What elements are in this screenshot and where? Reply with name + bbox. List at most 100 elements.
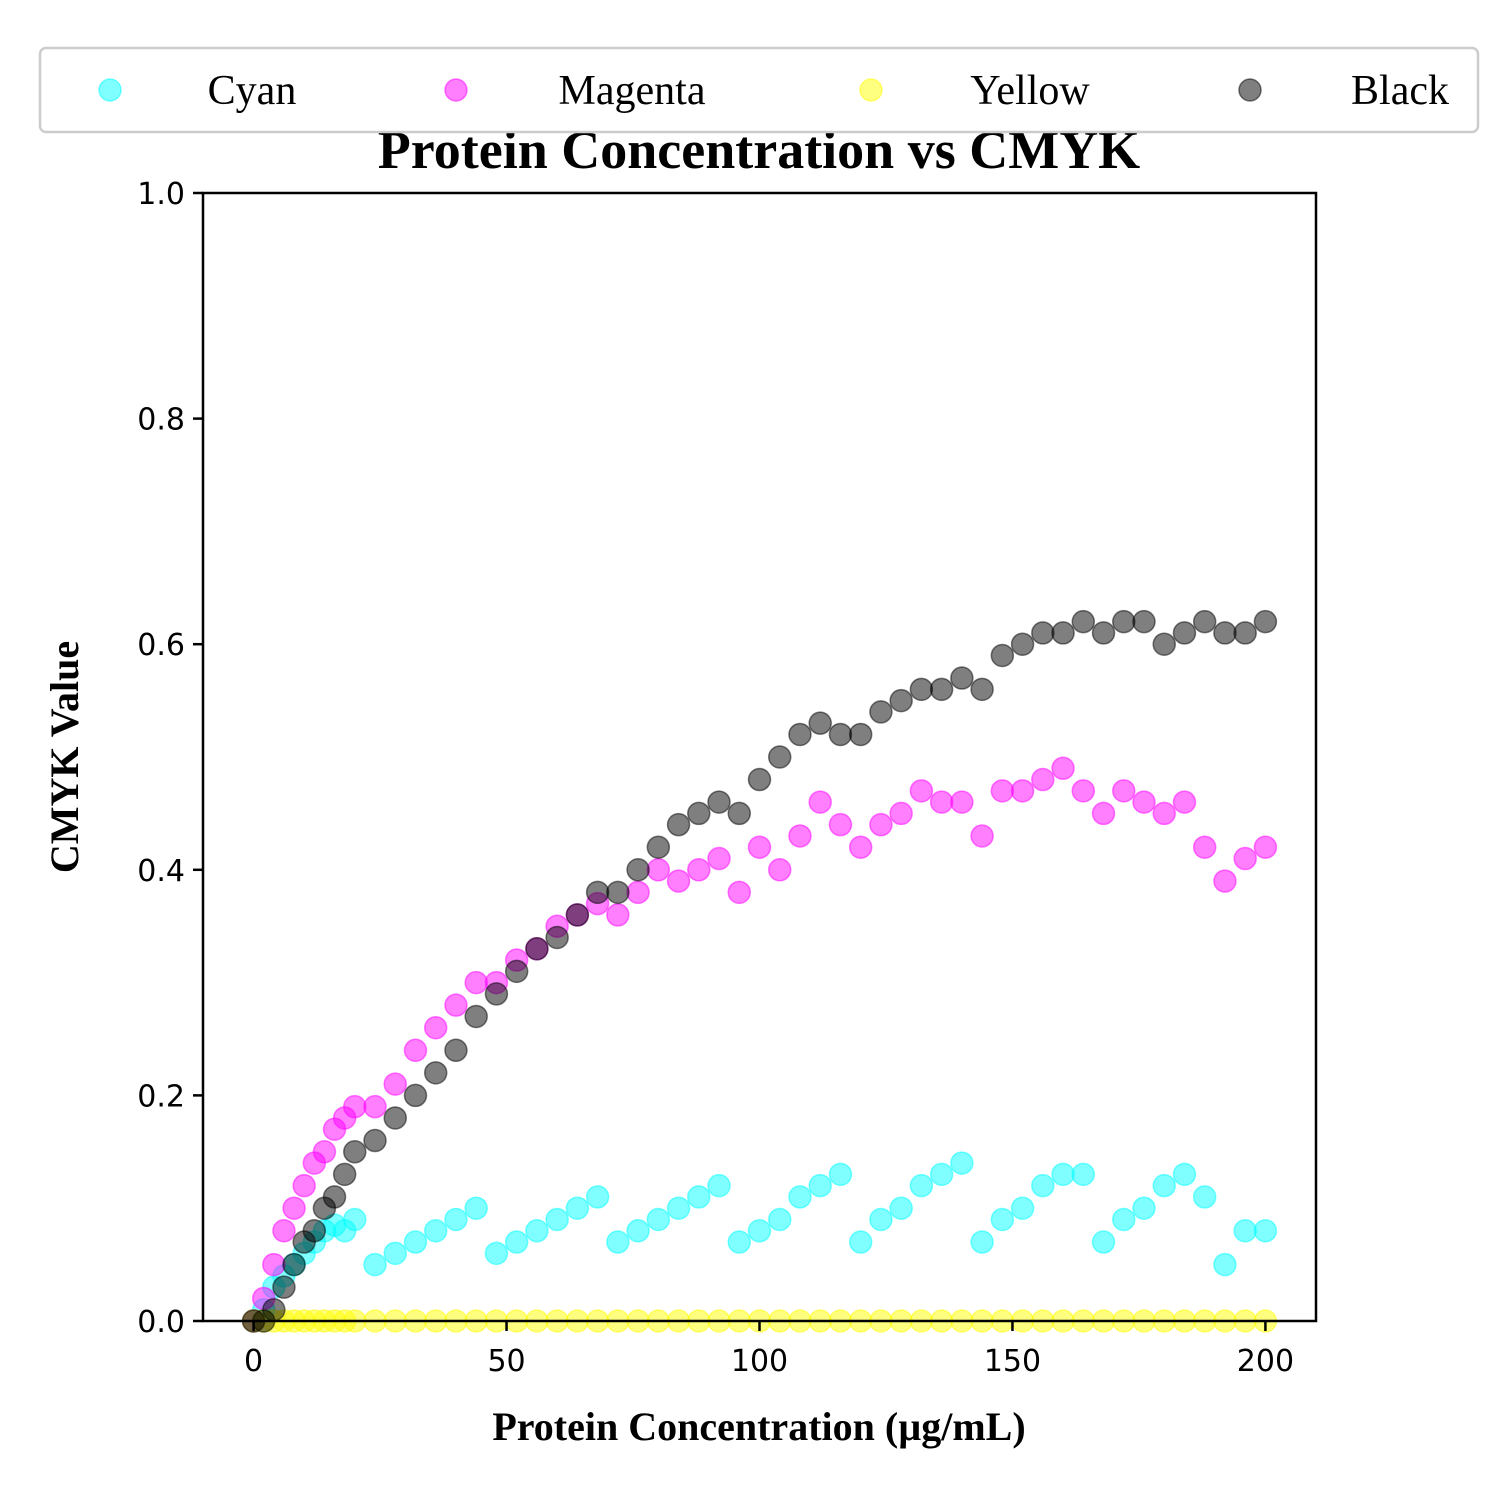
- data-point: [272, 1275, 296, 1299]
- data-point: [970, 824, 994, 848]
- data-point: [828, 722, 853, 747]
- data-point: [302, 1219, 327, 1243]
- y-axis: 0.0 0.2 0.4 0.6 0.8 1.0: [137, 177, 203, 1340]
- data-point: [909, 677, 934, 702]
- data-point: [626, 880, 650, 905]
- data-point: [1192, 609, 1217, 634]
- data-point: [687, 1185, 711, 1209]
- series-yellow: [241, 1309, 1278, 1333]
- data-point: [322, 1185, 347, 1209]
- y-tick-label: 0.2: [137, 1079, 185, 1114]
- data-point: [1031, 1173, 1055, 1198]
- data-point: [950, 1151, 974, 1175]
- data-point: [444, 993, 468, 1017]
- data-point: [950, 666, 974, 690]
- data-point: [1172, 1162, 1197, 1187]
- data-point: [646, 858, 671, 882]
- data-point: [403, 1038, 428, 1063]
- x-tick-label: 50: [487, 1344, 525, 1379]
- data-point: [788, 824, 812, 848]
- data-point: [707, 846, 731, 871]
- data-point: [1192, 835, 1217, 859]
- data-point: [1010, 779, 1035, 803]
- x-axis: 0 50 100 150 200: [244, 1321, 1294, 1379]
- data-point: [423, 1015, 448, 1040]
- data-point: [1051, 1162, 1075, 1187]
- legend-marker: [98, 78, 122, 102]
- y-tick-label: 0.4: [137, 854, 185, 889]
- data-point: [869, 812, 893, 837]
- data-point: [1132, 1196, 1156, 1220]
- data-point: [727, 801, 752, 826]
- data-point: [1051, 756, 1075, 781]
- data-point: [646, 1207, 671, 1232]
- data-point: [889, 1196, 913, 1220]
- data-point: [1233, 1219, 1257, 1243]
- data-point: [767, 1207, 792, 1232]
- data-point: [666, 869, 691, 893]
- x-axis-label: Protein Concentration (µg/mL): [492, 1404, 1025, 1449]
- data-point: [626, 1219, 650, 1243]
- data-point: [1253, 1219, 1278, 1243]
- data-point: [990, 1207, 1015, 1232]
- data-point: [1233, 621, 1257, 645]
- data-point: [423, 1061, 448, 1085]
- data-point: [363, 1252, 387, 1277]
- data-point: [1071, 609, 1096, 634]
- data-point: [272, 1219, 296, 1243]
- data-point: [788, 1185, 812, 1209]
- data-point: [383, 1072, 407, 1096]
- data-point: [808, 1173, 832, 1198]
- legend-item-black: Black: [1238, 68, 1449, 114]
- data-point: [403, 1230, 428, 1254]
- data-point: [1253, 609, 1278, 634]
- data-point: [1112, 609, 1136, 634]
- legend-marker: [444, 78, 468, 102]
- data-point: [1152, 632, 1176, 656]
- data-point: [1091, 801, 1116, 826]
- data-point: [848, 722, 873, 747]
- data-point: [585, 880, 610, 905]
- series-magenta: [241, 756, 1278, 1333]
- data-point: [545, 1207, 569, 1232]
- data-point: [970, 677, 994, 702]
- data-point: [747, 835, 772, 859]
- data-point: [1152, 1173, 1176, 1198]
- y-axis-label: CMYK Value: [42, 641, 87, 873]
- data-point: [606, 880, 630, 905]
- data-point: [282, 1196, 306, 1220]
- data-point: [444, 1207, 468, 1232]
- data-point: [262, 1297, 286, 1322]
- data-point: [808, 790, 832, 814]
- data-point: [808, 711, 832, 735]
- x-tick-label: 100: [731, 1344, 788, 1379]
- data-point: [1132, 609, 1156, 634]
- data-point: [312, 1140, 337, 1164]
- data-point: [464, 970, 488, 995]
- data-point: [828, 812, 853, 837]
- x-tick-label: 200: [1237, 1344, 1294, 1379]
- data-point: [504, 1230, 529, 1254]
- data-point: [1213, 621, 1237, 645]
- data-point: [332, 1162, 357, 1187]
- data-point: [1112, 1207, 1136, 1232]
- data-point: [464, 1004, 488, 1029]
- data-point: [363, 1128, 387, 1153]
- series-cyan: [241, 1151, 1278, 1333]
- data-point: [1152, 801, 1176, 826]
- data-point: [403, 1083, 428, 1108]
- data-point: [828, 1162, 853, 1187]
- data-point: [929, 677, 954, 702]
- data-point: [383, 1106, 407, 1130]
- data-point: [909, 1173, 934, 1198]
- data-point: [929, 1162, 954, 1187]
- data-point: [423, 1219, 448, 1243]
- data-point: [1010, 1196, 1035, 1220]
- data-point: [767, 745, 792, 769]
- data-point: [666, 1196, 691, 1220]
- data-point: [343, 1207, 367, 1232]
- data-point: [1091, 621, 1116, 645]
- data-point: [585, 1185, 610, 1209]
- data-point: [848, 835, 873, 859]
- y-tick-label: 0.0: [137, 1305, 185, 1340]
